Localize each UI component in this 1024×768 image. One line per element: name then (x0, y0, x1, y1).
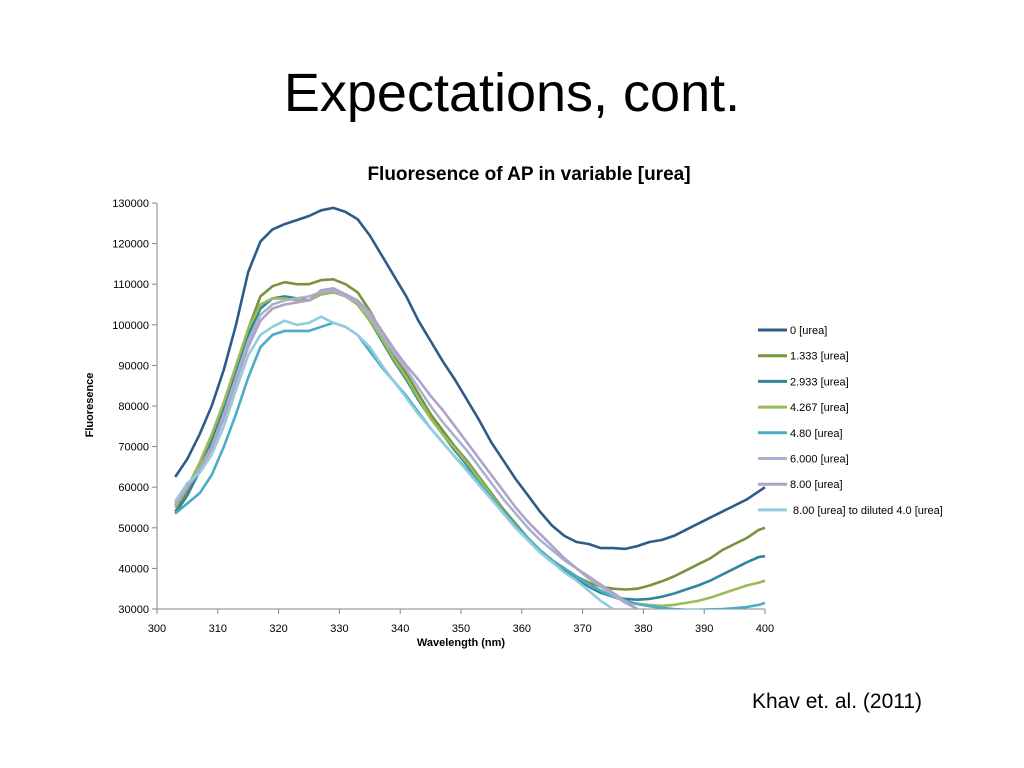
legend-label: 0 [urea] (790, 325, 827, 337)
legend-label: 2.933 [urea] (790, 376, 849, 388)
x-tick-label: 360 (513, 623, 531, 635)
series-line-5 (174, 321, 766, 609)
citation: Khav et. al. (2011) (752, 690, 923, 713)
legend-label: 6.000 [urea] (790, 454, 849, 466)
x-tick-label: 320 (269, 623, 287, 635)
series-line-2 (174, 278, 766, 591)
x-tick-label: 380 (634, 623, 652, 635)
series-line-8 (174, 315, 614, 609)
x-axis-label: Wavelength (nm) (417, 637, 506, 649)
legend-label: 1.333 [urea] (790, 351, 849, 363)
series-line-1 (174, 206, 766, 551)
y-tick-label: 60000 (118, 482, 149, 494)
x-tick-label: 390 (695, 623, 713, 635)
legend-label: 4.267 [urea] (790, 402, 849, 414)
legend-label: 8.00 [urea] (790, 479, 843, 491)
x-tick-label: 370 (573, 623, 591, 635)
series-line-7 (174, 287, 639, 609)
y-tick-label: 70000 (118, 442, 149, 454)
x-tick-label: 340 (391, 623, 409, 635)
y-tick-label: 30000 (118, 604, 149, 616)
y-tick-label: 90000 (118, 360, 149, 372)
slide-title: Expectations, cont. (283, 63, 741, 123)
y-tick-label: 110000 (113, 279, 149, 291)
y-tick-label: 130000 (112, 198, 149, 210)
series-line-4 (174, 291, 766, 608)
x-tick-label: 310 (209, 623, 227, 635)
y-axis-label: Fluoresence (84, 373, 96, 438)
y-tick-label: 80000 (118, 401, 149, 413)
x-tick-label: 330 (330, 623, 348, 635)
x-tick-label: 300 (148, 623, 166, 635)
y-tick-label: 100000 (112, 320, 149, 332)
x-tick-label: 400 (756, 623, 774, 635)
chart-title: Fluoresence of AP in variable [urea] (367, 164, 690, 185)
x-tick-label: 350 (452, 623, 470, 635)
legend-label: 4.80 [urea] (790, 428, 843, 440)
y-tick-label: 50000 (118, 523, 149, 535)
y-tick-label: 40000 (118, 563, 149, 575)
legend-label: 8.00 [urea] to diluted 4.0 [urea] (793, 505, 943, 517)
y-tick-label: 120000 (112, 239, 149, 251)
series-line-6 (174, 289, 638, 609)
